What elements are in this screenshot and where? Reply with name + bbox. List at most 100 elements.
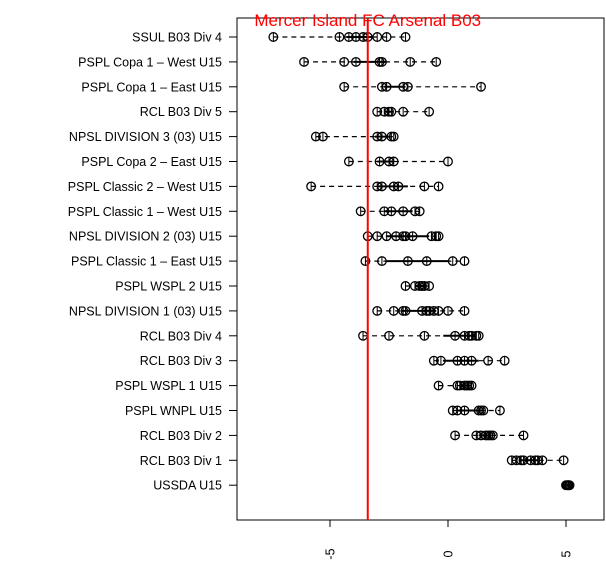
category-label: PSPL WSPL 1 U15 — [115, 379, 222, 393]
category-row: RCL B03 Div 2 — [140, 429, 529, 443]
category-row: RCL B03 Div 1 — [140, 454, 569, 468]
data-point — [433, 380, 444, 391]
category-row: PSPL WSPL 2 U15 — [115, 280, 435, 294]
data-point — [459, 355, 470, 366]
data-point — [268, 32, 279, 42]
category-label: NPSL DIVISION 1 (03) U15 — [69, 304, 222, 318]
data-point — [419, 330, 430, 341]
data-point — [381, 32, 392, 42]
data-point — [487, 430, 498, 441]
data-point — [478, 405, 489, 416]
data-point — [518, 455, 529, 466]
category-row: NPSL DIVISION 3 (03) U15 — [69, 130, 399, 144]
category-label: PSPL Classic 2 – West U15 — [68, 180, 222, 194]
data-point — [419, 181, 430, 192]
data-point — [402, 81, 413, 92]
reference-line-label: Mercer Island FC Arsenal B03 — [254, 11, 481, 30]
data-point — [391, 231, 402, 242]
data-point — [306, 181, 317, 192]
plot-frame — [236, 17, 605, 521]
category-label: PSPL Classic 1 – West U15 — [68, 205, 222, 219]
data-point — [402, 256, 413, 267]
data-point — [355, 206, 366, 217]
category-row: PSPL Copa 1 – East U15 — [81, 80, 486, 94]
data-point — [400, 305, 411, 316]
x-tick-label: -5 — [324, 548, 338, 559]
data-point — [376, 131, 387, 142]
category-row: PSPL Classic 1 – West U15 — [68, 205, 425, 219]
category-label: SSUL B03 Div 4 — [132, 31, 222, 45]
data-point — [310, 131, 321, 142]
data-point — [433, 305, 444, 316]
category-label: RCL B03 Div 2 — [140, 429, 222, 443]
data-point — [476, 81, 486, 92]
data-point — [400, 231, 411, 242]
data-point — [564, 480, 575, 491]
data-point — [334, 32, 345, 42]
data-point — [537, 455, 548, 466]
data-point — [376, 256, 387, 267]
data-point — [317, 131, 328, 142]
data-point — [431, 56, 442, 67]
data-point — [384, 330, 394, 341]
data-point — [388, 156, 399, 167]
data-point — [374, 156, 385, 167]
data-point — [421, 256, 432, 267]
data-point — [372, 305, 383, 316]
category-rows: SSUL B03 Div 4 PSPL Copa 1 – West U15 PSPL… — [68, 31, 575, 493]
category-label: RCL B03 Div 1 — [140, 454, 222, 468]
category-row: RCL B03 Div 3 — [140, 354, 510, 368]
category-label: NPSL DIVISION 2 (03) U15 — [69, 230, 222, 244]
data-point — [433, 231, 444, 242]
data-point — [386, 106, 397, 117]
category-row: USSDA U15 — [153, 479, 575, 493]
data-point — [443, 156, 453, 167]
data-point — [499, 355, 510, 366]
data-point — [393, 181, 404, 192]
category-row: SSUL B03 Div 4 — [132, 31, 411, 45]
category-label: PSPL Copa 2 – East U15 — [81, 155, 222, 169]
data-point — [450, 330, 461, 341]
data-point — [459, 256, 470, 267]
data-point — [381, 231, 392, 242]
data-point — [459, 305, 470, 316]
category-label: PSPL WNPL U15 — [125, 404, 222, 418]
category-label: USSDA U15 — [153, 479, 222, 493]
data-point — [433, 181, 444, 192]
category-label: PSPL Classic 1 – East U15 — [71, 255, 222, 269]
category-row: PSPL Classic 2 – West U15 — [68, 180, 444, 194]
x-tick-label: 5 — [560, 550, 574, 557]
category-row: NPSL DIVISION 1 (03) U15 — [69, 304, 470, 318]
category-row: PSPL WNPL U15 — [125, 404, 505, 418]
data-point — [398, 206, 409, 217]
data-point — [339, 81, 350, 92]
category-row: NPSL DIVISION 2 (03) U15 — [69, 230, 444, 244]
data-point — [407, 231, 418, 242]
data-point — [466, 355, 477, 366]
x-axis: -5 0 5 — [324, 520, 574, 560]
data-point — [388, 131, 399, 142]
data-point — [450, 430, 461, 441]
category-row: RCL B03 Div 5 — [140, 105, 435, 119]
category-label: RCL B03 Div 3 — [140, 354, 222, 368]
data-point — [494, 405, 505, 416]
data-point — [424, 106, 435, 117]
data-point — [466, 380, 477, 391]
data-point — [351, 56, 361, 67]
category-label: PSPL Copa 1 – East U15 — [81, 80, 222, 94]
data-point — [372, 231, 383, 242]
data-point — [452, 405, 463, 416]
data-point — [351, 32, 361, 42]
data-point — [372, 106, 383, 117]
data-point — [400, 32, 411, 42]
category-row: RCL B03 Div 4 — [140, 329, 484, 343]
x-tick-label: 0 — [442, 550, 456, 557]
data-point — [360, 256, 371, 267]
data-point — [398, 106, 409, 117]
category-row: PSPL Copa 1 – West U15 — [78, 55, 442, 69]
data-point — [558, 455, 569, 466]
data-point — [376, 181, 387, 192]
data-point — [376, 56, 387, 67]
data-point — [443, 305, 453, 316]
category-label: PSPL WSPL 2 U15 — [115, 280, 222, 294]
